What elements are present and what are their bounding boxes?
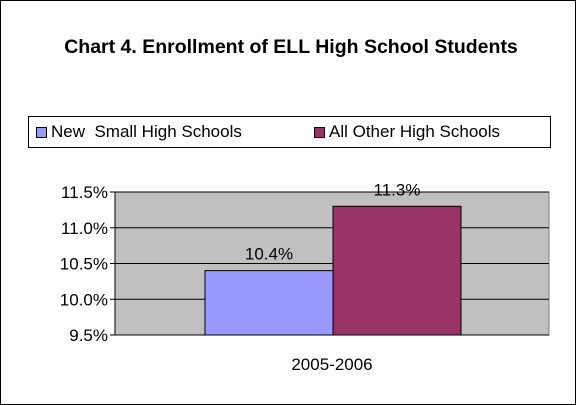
chart-title: Chart 4. Enrollment of ELL High School S… <box>64 36 518 58</box>
data-label: 11.3% <box>374 180 421 199</box>
y-tick-label: 11.0% <box>61 219 108 238</box>
y-tick-label: 11.5% <box>61 183 108 202</box>
y-tick-label: 10.0% <box>60 290 108 309</box>
legend-item-new-small-high-schools: New Small High Schools <box>36 117 242 147</box>
x-tick-label: 2005-2006 <box>291 355 372 374</box>
data-label: 10.4% <box>245 245 293 264</box>
bar <box>332 205 462 336</box>
chart-legend: New Small High Schools All Other High Sc… <box>28 116 551 148</box>
y-tick-label: 9.5% <box>69 326 108 345</box>
legend-item-all-other-high-schools: All Other High Schools <box>314 117 500 147</box>
legend-swatch-new-small-high-schools <box>36 126 47 138</box>
y-tick-label: 10.5% <box>60 255 108 274</box>
bar <box>204 270 334 336</box>
legend-label-all-other-high-schools: All Other High Schools <box>329 122 501 141</box>
legend-swatch-all-other-high-schools <box>314 126 325 138</box>
legend-label-new-small-high-schools: New Small High Schools <box>51 122 242 141</box>
